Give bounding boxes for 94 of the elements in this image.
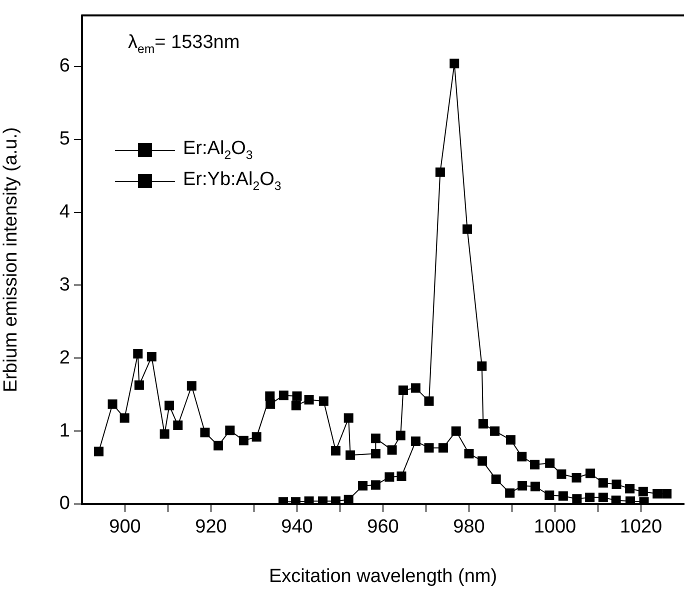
point	[598, 478, 608, 488]
point	[292, 391, 302, 401]
x-tick-label: 1000	[534, 516, 576, 538]
point	[358, 481, 368, 491]
point	[612, 480, 622, 490]
point	[120, 413, 130, 423]
point	[214, 440, 224, 450]
point	[438, 443, 448, 453]
y-tick-label: 5	[59, 128, 70, 150]
y-tick-label: 2	[59, 347, 70, 368]
point	[108, 399, 118, 409]
point	[506, 435, 516, 445]
x-tick-label: 960	[367, 516, 399, 538]
point	[490, 426, 500, 436]
point	[572, 473, 582, 482]
x-tick-label: 1020	[620, 516, 662, 538]
point	[517, 452, 527, 462]
point	[134, 380, 144, 390]
point	[410, 383, 420, 393]
point	[544, 490, 554, 500]
point	[556, 469, 566, 479]
point	[478, 419, 488, 429]
point	[625, 484, 635, 494]
point	[160, 429, 170, 439]
point	[398, 385, 408, 395]
point	[462, 224, 472, 234]
y-tick-label: 6	[59, 56, 70, 77]
point	[318, 496, 328, 504]
point	[558, 491, 568, 501]
y-tick-label: 0	[59, 493, 70, 514]
y-axis-title: Erbium emission intensity (a.u.)	[0, 127, 22, 392]
point	[545, 458, 555, 468]
x-tick-label: 980	[453, 516, 485, 538]
point	[186, 381, 196, 391]
point	[344, 413, 354, 423]
point	[344, 494, 354, 504]
point	[304, 496, 314, 504]
point	[518, 481, 528, 491]
point	[200, 428, 210, 438]
annotation: λ$_{em}$= 1533nm	[128, 32, 240, 56]
point	[638, 486, 648, 496]
point	[505, 488, 515, 498]
point	[410, 436, 420, 446]
point	[652, 489, 662, 499]
point	[384, 472, 394, 482]
point	[94, 446, 104, 456]
point	[450, 58, 460, 68]
x-axis-title: Excitation wavelength (nm)	[268, 566, 498, 587]
point	[530, 460, 540, 470]
point	[238, 436, 248, 446]
point	[662, 489, 672, 499]
point	[291, 400, 301, 410]
point	[598, 492, 608, 502]
point	[477, 361, 487, 371]
point	[164, 400, 174, 410]
y-tick-label: 1	[59, 420, 70, 442]
point	[278, 390, 288, 400]
point	[435, 167, 445, 177]
point	[530, 482, 540, 492]
point	[396, 430, 406, 440]
point	[396, 472, 406, 482]
point	[387, 445, 397, 455]
point	[491, 474, 501, 484]
point	[330, 496, 340, 504]
point	[133, 349, 143, 359]
point	[266, 399, 276, 409]
point	[173, 420, 183, 430]
point	[611, 496, 621, 504]
point	[424, 443, 434, 453]
legend-label: Er:Yb:Al$_{2}$O$_{3}$	[183, 168, 282, 192]
point	[318, 396, 328, 406]
point	[424, 396, 434, 406]
point	[451, 426, 461, 436]
point	[586, 468, 596, 478]
point	[626, 496, 635, 504]
point	[346, 450, 356, 460]
x-tick-label: 920	[195, 516, 227, 538]
point	[304, 394, 314, 404]
point	[585, 492, 595, 502]
y-tick-label: 4	[59, 202, 70, 223]
point	[370, 448, 380, 458]
x-tick-label: 940	[281, 516, 313, 538]
point	[252, 432, 262, 442]
y-tick-label: 3	[59, 274, 70, 296]
x-tick-label: 900	[109, 516, 141, 538]
point	[370, 480, 380, 490]
point	[478, 456, 488, 466]
legend-label: Er:Al$_{2}$O$_{3}$	[183, 138, 253, 162]
point	[225, 426, 235, 436]
point	[146, 352, 156, 362]
point	[330, 446, 340, 456]
point	[464, 448, 474, 458]
point	[370, 434, 380, 444]
point	[572, 494, 582, 504]
